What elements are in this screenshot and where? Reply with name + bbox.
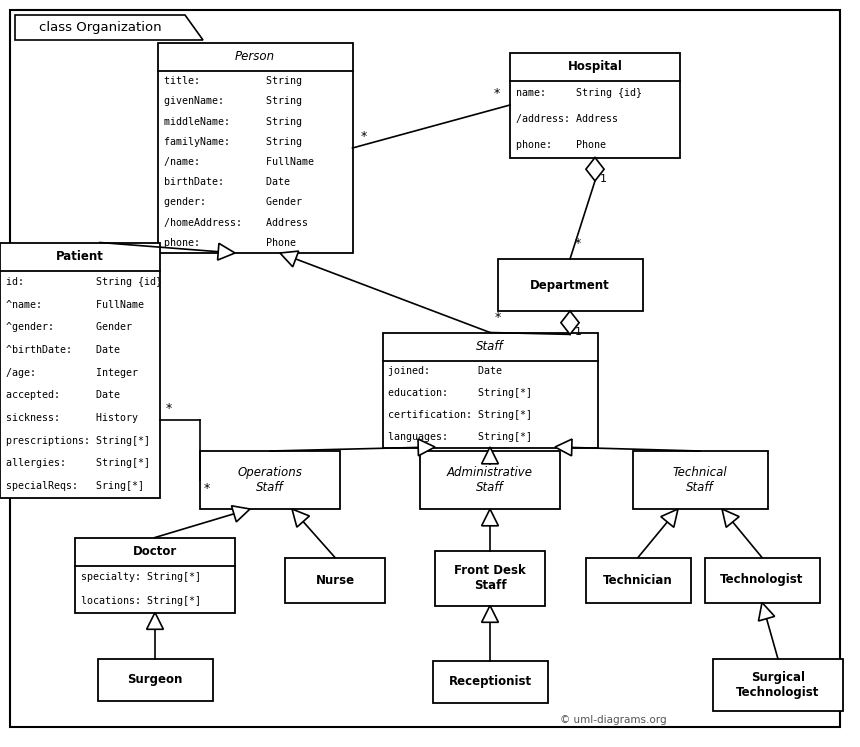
Text: *: *: [575, 237, 581, 250]
Text: sickness:      History: sickness: History: [6, 413, 138, 423]
Text: phone:           Phone: phone: Phone: [163, 238, 296, 248]
Text: ^birthDate:    Date: ^birthDate: Date: [6, 345, 120, 355]
Text: *: *: [495, 311, 501, 323]
Text: specialReqs:   Sring[*]: specialReqs: Sring[*]: [6, 481, 144, 491]
Bar: [433, 661, 548, 703]
Bar: [497, 259, 642, 311]
Bar: [97, 659, 212, 701]
Polygon shape: [146, 613, 163, 629]
Polygon shape: [482, 447, 499, 464]
Text: *: *: [204, 482, 210, 495]
Text: languages:     String[*]: languages: String[*]: [389, 432, 532, 441]
Text: phone:    Phone: phone: Phone: [516, 140, 606, 149]
Bar: [75, 538, 235, 613]
Text: /name:           FullName: /name: FullName: [163, 157, 314, 167]
Polygon shape: [482, 509, 499, 526]
Text: prescriptions: String[*]: prescriptions: String[*]: [6, 436, 150, 446]
Text: locations: String[*]: locations: String[*]: [81, 596, 201, 606]
Text: familyName:      String: familyName: String: [163, 137, 302, 146]
Polygon shape: [15, 15, 203, 40]
Text: 1: 1: [600, 173, 607, 184]
Polygon shape: [280, 251, 298, 267]
Polygon shape: [218, 244, 235, 260]
Text: *: *: [166, 402, 172, 415]
Polygon shape: [231, 506, 250, 522]
Polygon shape: [292, 509, 310, 527]
Text: /homeAddress:    Address: /homeAddress: Address: [163, 217, 308, 228]
Bar: [200, 451, 340, 509]
Polygon shape: [418, 439, 435, 456]
Bar: [0, 243, 160, 498]
Bar: [704, 557, 820, 603]
Bar: [157, 43, 353, 253]
Polygon shape: [482, 606, 499, 622]
Text: Doctor: Doctor: [133, 545, 177, 558]
Text: Surgical
Technologist: Surgical Technologist: [736, 671, 820, 699]
Polygon shape: [660, 509, 678, 527]
Text: Hospital: Hospital: [568, 60, 623, 73]
Polygon shape: [586, 158, 604, 181]
Polygon shape: [722, 509, 739, 527]
Text: Technologist: Technologist: [721, 574, 804, 586]
Bar: [586, 557, 691, 603]
Bar: [383, 332, 598, 447]
Bar: [285, 557, 385, 603]
Text: Surgeon: Surgeon: [127, 674, 182, 686]
Text: givenName:       String: givenName: String: [163, 96, 302, 106]
Polygon shape: [561, 311, 579, 335]
Text: allergies:     String[*]: allergies: String[*]: [6, 459, 150, 468]
Text: © uml-diagrams.org: © uml-diagrams.org: [560, 715, 666, 725]
Text: 1: 1: [575, 327, 582, 337]
Polygon shape: [555, 439, 572, 456]
Bar: [632, 451, 767, 509]
Text: education:     String[*]: education: String[*]: [389, 388, 532, 398]
Bar: [510, 52, 680, 158]
Text: Technical
Staff: Technical Staff: [673, 466, 728, 494]
Text: birthDate:       Date: birthDate: Date: [163, 177, 290, 187]
Text: /address: Address: /address: Address: [516, 114, 618, 124]
Bar: [435, 551, 545, 606]
Text: Technician: Technician: [603, 574, 673, 586]
Text: *: *: [360, 130, 366, 143]
Text: Staff: Staff: [476, 340, 504, 353]
Text: name:     String {id}: name: String {id}: [516, 88, 642, 99]
Text: certification: String[*]: certification: String[*]: [389, 410, 532, 420]
Text: *: *: [494, 87, 501, 100]
Text: ^gender:       Gender: ^gender: Gender: [6, 322, 132, 332]
Text: middleName:      String: middleName: String: [163, 117, 302, 126]
Text: Nurse: Nurse: [316, 574, 354, 586]
Text: Receptionist: Receptionist: [448, 675, 531, 689]
Text: class Organization: class Organization: [39, 21, 162, 34]
Text: id:            String {id}: id: String {id}: [6, 277, 162, 287]
Text: Patient: Patient: [56, 250, 104, 263]
Text: Person: Person: [235, 51, 275, 63]
Text: specialty: String[*]: specialty: String[*]: [81, 572, 201, 582]
Text: Operations
Staff: Operations Staff: [237, 466, 303, 494]
Text: joined:        Date: joined: Date: [389, 366, 502, 376]
Text: /age:          Integer: /age: Integer: [6, 368, 138, 378]
Bar: [713, 659, 843, 711]
Text: gender:          Gender: gender: Gender: [163, 197, 302, 208]
Polygon shape: [759, 603, 775, 621]
Bar: [420, 451, 560, 509]
Text: ^name:         FullName: ^name: FullName: [6, 300, 144, 309]
Text: Front Desk
Staff: Front Desk Staff: [454, 564, 525, 592]
Text: Administrative
Staff: Administrative Staff: [447, 466, 533, 494]
Text: title:           String: title: String: [163, 76, 302, 86]
Text: Department: Department: [530, 279, 610, 291]
Text: accepted:      Date: accepted: Date: [6, 391, 120, 400]
